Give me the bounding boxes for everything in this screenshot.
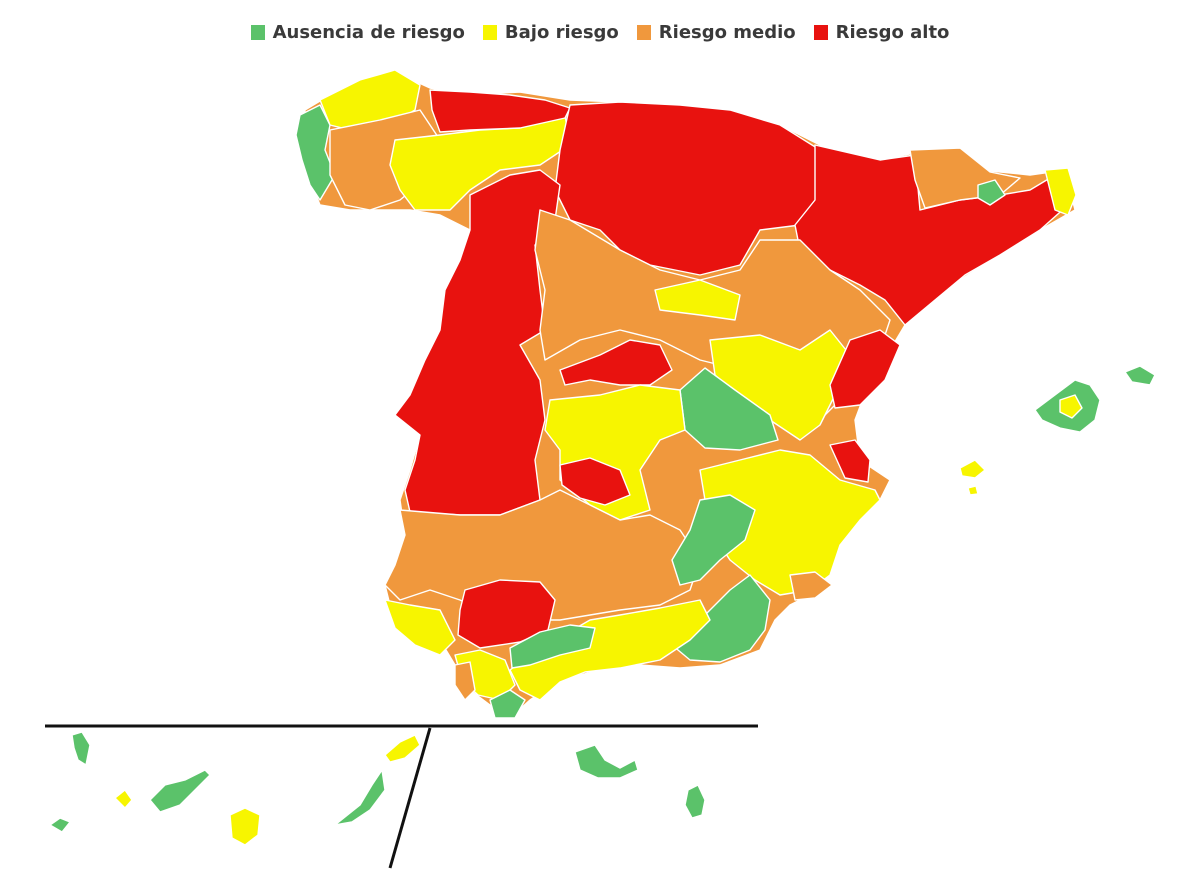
legend-item-ausencia-de-riesgo[interactable]: Ausencia de riesgo xyxy=(250,22,465,43)
region-formentera-yellow xyxy=(967,485,979,496)
region-menorca-green xyxy=(1124,365,1156,386)
region-valencia-red xyxy=(829,329,901,409)
legend-label-bajo-riesgo: Bajo riesgo xyxy=(504,22,619,43)
region-gran-canaria-yellow xyxy=(229,807,261,846)
legend-item-riesgo-alto[interactable]: Riesgo alto xyxy=(813,22,950,43)
legend-item-bajo-riesgo[interactable]: Bajo riesgo xyxy=(482,22,619,43)
region-tenerife-green xyxy=(149,769,211,813)
region-fuerteventura-green xyxy=(334,769,386,826)
region-cadiz-orange xyxy=(454,661,476,701)
region-valencia-south-red xyxy=(829,439,871,483)
region-madrid-red xyxy=(559,339,673,386)
region-catalonia-yellow xyxy=(1044,167,1077,216)
region-ceuta-green xyxy=(574,744,639,779)
region-lanzarote-yellow xyxy=(384,734,421,763)
region-ciudad-real-red xyxy=(559,457,631,506)
region-murcia-orange xyxy=(789,571,833,601)
legend-swatch-yellow xyxy=(482,25,497,40)
legend-label-riesgo-alto: Riesgo alto xyxy=(835,22,950,43)
region-catalonia-green xyxy=(977,179,1006,206)
legend-label-riesgo-medio: Riesgo medio xyxy=(658,22,796,43)
region-galicia-coast xyxy=(295,104,336,201)
region-north-central-red xyxy=(554,101,831,276)
region-melilla-green xyxy=(684,784,706,819)
region-andalucia-yellow xyxy=(509,599,711,701)
region-malaga-green xyxy=(489,689,526,719)
region-granada-green xyxy=(509,624,596,669)
legend-label-ausencia-de-riesgo: Ausencia de riesgo xyxy=(272,22,465,43)
region-murcia-green xyxy=(671,574,771,663)
legend-swatch-red xyxy=(813,25,828,40)
inset-divider-diagonal xyxy=(388,727,432,869)
region-southwest-orange xyxy=(384,489,701,621)
legend-swatch-green xyxy=(250,25,265,40)
region-asturias-red xyxy=(429,89,571,133)
map-legend: Ausencia de riesgo Bajo riesgo Riesgo me… xyxy=(0,22,1200,43)
region-ibiza-yellow xyxy=(959,459,986,479)
region-huelva-yellow xyxy=(384,599,456,656)
legend-item-riesgo-medio[interactable]: Riesgo medio xyxy=(636,22,796,43)
region-el-hierro-green xyxy=(49,817,71,833)
region-east-yellow xyxy=(699,449,881,596)
region-mallorca-yellow xyxy=(1059,394,1083,419)
region-albacete-green xyxy=(671,494,756,586)
region-yellow-band-center xyxy=(654,279,741,321)
region-galicia-north xyxy=(319,69,421,131)
region-la-mancha-green xyxy=(679,367,779,451)
region-la-gomera-yellow xyxy=(114,789,133,809)
region-la-palma-green xyxy=(71,731,91,766)
legend-swatch-orange xyxy=(636,25,651,40)
